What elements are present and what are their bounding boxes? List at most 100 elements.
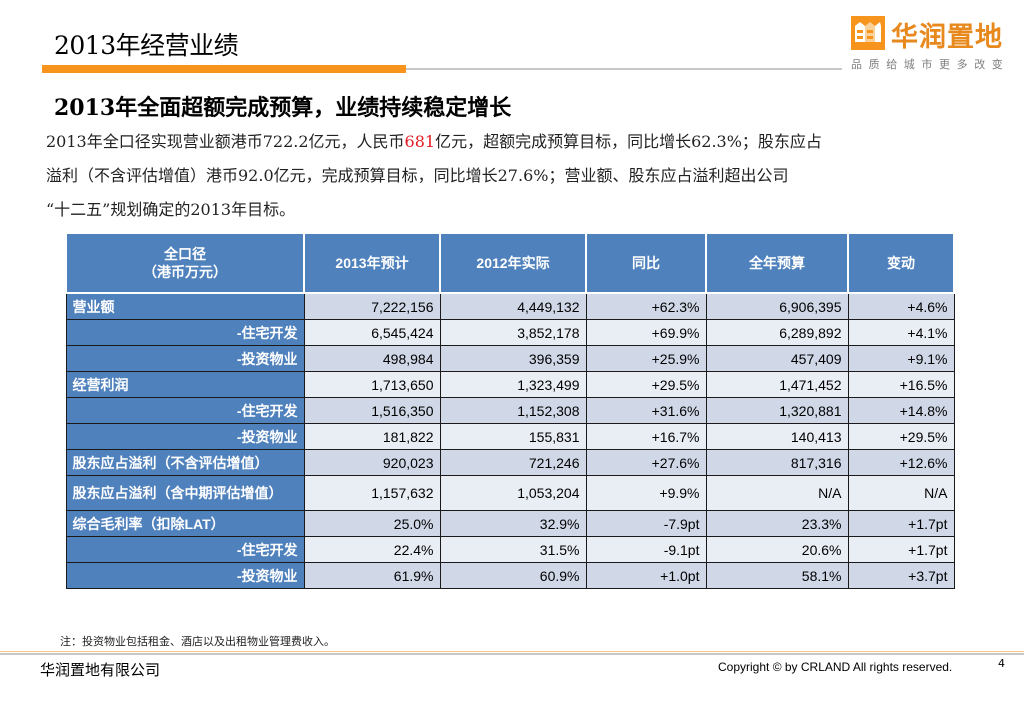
row-label: -住宅开发 — [65, 536, 305, 563]
results-table: 全口径 （港币万元） 2013年预计 2012年实际 同比 全年预算 变动 营业额 7,22… — [65, 232, 955, 589]
page-number: 4 — [998, 657, 1005, 670]
table-body: 营业额 7,222,156 4,449,132 +62.3% 6,906,395 +4.6… — [65, 292, 955, 589]
table-cell: +9.9% — [585, 475, 707, 511]
page-title: 2013年经营业绩 — [54, 31, 239, 60]
table-cell: 181,822 — [303, 423, 441, 450]
summary-line-2: 溢利（不含评估增值）港币92.0亿元，完成预算目标，同比增长27.6%；营业额、… — [46, 166, 789, 185]
table-cell: 23.3% — [705, 510, 849, 537]
table-cell: +4.1% — [847, 319, 955, 346]
table-cell: 1,157,632 — [303, 475, 441, 511]
row-label: -住宅开发 — [65, 319, 305, 346]
table-cell: 4,449,132 — [439, 292, 587, 320]
row-label: 股东应占溢利（含中期评估增值） — [65, 475, 305, 511]
table-cell: 61.9% — [303, 562, 441, 589]
table-cell: +1.0pt — [585, 562, 707, 589]
table-cell: 32.9% — [439, 510, 587, 537]
table-cell: 22.4% — [303, 536, 441, 563]
row-label: -投资物业 — [65, 345, 305, 372]
table-cell: 25.0% — [303, 510, 441, 537]
table-cell: +31.6% — [585, 397, 707, 424]
summary-line-1: 2013年全口径实现营业额港币722.2亿元，人民币681亿元，超额完成预算目标… — [46, 125, 1006, 159]
table-row: 综合毛利率（扣除LAT） 25.0% 32.9% -7.9pt 23.3% +1.7pt — [65, 510, 955, 537]
table-row: 股东应占溢利（含中期评估增值） 1,157,632 1,053,204 +9.9% N/… — [65, 475, 955, 511]
table-row: -住宅开发 1,516,350 1,152,308 +31.6% 1,320,881 +1… — [65, 397, 955, 424]
table-cell: 817,316 — [705, 449, 849, 476]
table-cell: 498,984 — [303, 345, 441, 372]
table-header-cell: 全年预算 — [705, 232, 849, 294]
table-header-cell: 同比 — [585, 232, 707, 294]
footer-company: 华润置地有限公司 — [40, 661, 161, 679]
table-cell: +69.9% — [585, 319, 707, 346]
table-row: -住宅开发 22.4% 31.5% -9.1pt 20.6% +1.7pt — [65, 536, 955, 563]
row-label: 营业额 — [65, 292, 305, 320]
table-cell: +12.6% — [847, 449, 955, 476]
summary-paragraph: 2013年全口径实现营业额港币722.2亿元，人民币681亿元，超额完成预算目标… — [46, 125, 1006, 227]
table-row: 营业额 7,222,156 4,449,132 +62.3% 6,906,395 +4.6… — [65, 292, 955, 320]
table-cell: 58.1% — [705, 562, 849, 589]
table-cell: 920,023 — [303, 449, 441, 476]
table-cell: +27.6% — [585, 449, 707, 476]
footer-rule — [0, 653, 1024, 655]
table-cell: +1.7pt — [847, 510, 955, 537]
table-row: 经营利润 1,713,650 1,323,499 +29.5% 1,471,452 +16… — [65, 371, 955, 398]
table-cell: 1,323,499 — [439, 371, 587, 398]
table-header-cell: 全口径 （港币万元） — [65, 232, 305, 294]
title-underline-rule — [406, 68, 842, 70]
footer-rule-accent — [0, 651, 1024, 652]
table-cell: -7.9pt — [585, 510, 707, 537]
table-row: -住宅开发 6,545,424 3,852,178 +69.9% 6,289,892 +4… — [65, 319, 955, 346]
table-cell: 1,152,308 — [439, 397, 587, 424]
table-cell: 1,320,881 — [705, 397, 849, 424]
table-row: 股东应占溢利（不含评估增值） 920,023 721,246 +27.6% 817,31… — [65, 449, 955, 476]
row-label: 综合毛利率（扣除LAT） — [65, 510, 305, 537]
summary-text: 亿元，超额完成预算目标，同比增长62.3%；股东应占 — [435, 132, 822, 151]
row-label: -投资物业 — [65, 423, 305, 450]
table-cell: +62.3% — [585, 292, 707, 320]
table-header-cell: 2012年实际 — [439, 232, 587, 294]
table-cell: 1,471,452 — [705, 371, 849, 398]
table-header-cell: 2013年预计 — [303, 232, 441, 294]
table-cell: 6,289,892 — [705, 319, 849, 346]
table-row: -投资物业 61.9% 60.9% +1.0pt 58.1% +3.7pt — [65, 562, 955, 589]
row-label: 经营利润 — [65, 371, 305, 398]
table-cell: -9.1pt — [585, 536, 707, 563]
table-cell: 1,516,350 — [303, 397, 441, 424]
table-cell: 1,053,204 — [439, 475, 587, 511]
section-subtitle: 2013年全面超额完成预算，业绩持续稳定增长 — [54, 95, 512, 121]
table-cell: +16.7% — [585, 423, 707, 450]
row-label: -投资物业 — [65, 562, 305, 589]
table-cell: 20.6% — [705, 536, 849, 563]
table-header-cell: 变动 — [847, 232, 955, 294]
row-label: 股东应占溢利（不含评估增值） — [65, 449, 305, 476]
footer-copyright: Copyright © by CRLAND All rights reserve… — [718, 660, 953, 674]
table-cell: 6,545,424 — [303, 319, 441, 346]
table-cell: 140,413 — [705, 423, 849, 450]
company-logo: 华润置地 品质给城市更多改变 — [851, 14, 1016, 74]
table-cell: +29.5% — [585, 371, 707, 398]
table-cell: 721,246 — [439, 449, 587, 476]
table-cell: +1.7pt — [847, 536, 955, 563]
title-underline-accent — [42, 65, 406, 73]
table-cell: 6,906,395 — [705, 292, 849, 320]
table-cell: 31.5% — [439, 536, 587, 563]
logo-name: 华润置地 — [891, 22, 1003, 53]
logo-mark-icon — [851, 16, 885, 50]
table-cell: +14.8% — [847, 397, 955, 424]
summary-text: 2013年全口径实现营业额港币722.2亿元，人民币 — [46, 132, 405, 151]
table-cell: 7,222,156 — [303, 292, 441, 320]
table-cell: +4.6% — [847, 292, 955, 320]
table-cell: 3,852,178 — [439, 319, 587, 346]
highlight-value: 681 — [404, 132, 436, 151]
table-cell: 1,713,650 — [303, 371, 441, 398]
table-header-row: 全口径 （港币万元） 2013年预计 2012年实际 同比 全年预算 变动 — [65, 232, 955, 294]
table-cell: 396,359 — [439, 345, 587, 372]
summary-line-3: “十二五”规划确定的2013年目标。 — [46, 200, 296, 219]
table-cell: N/A — [705, 475, 849, 511]
row-label: -住宅开发 — [65, 397, 305, 424]
table-row: -投资物业 498,984 396,359 +25.9% 457,409 +9.1% — [65, 345, 955, 372]
table-cell: 60.9% — [439, 562, 587, 589]
logo-slogan: 品质给城市更多改变 — [851, 58, 1010, 71]
table-cell: +9.1% — [847, 345, 955, 372]
table-cell: 155,831 — [439, 423, 587, 450]
table-cell: +16.5% — [847, 371, 955, 398]
